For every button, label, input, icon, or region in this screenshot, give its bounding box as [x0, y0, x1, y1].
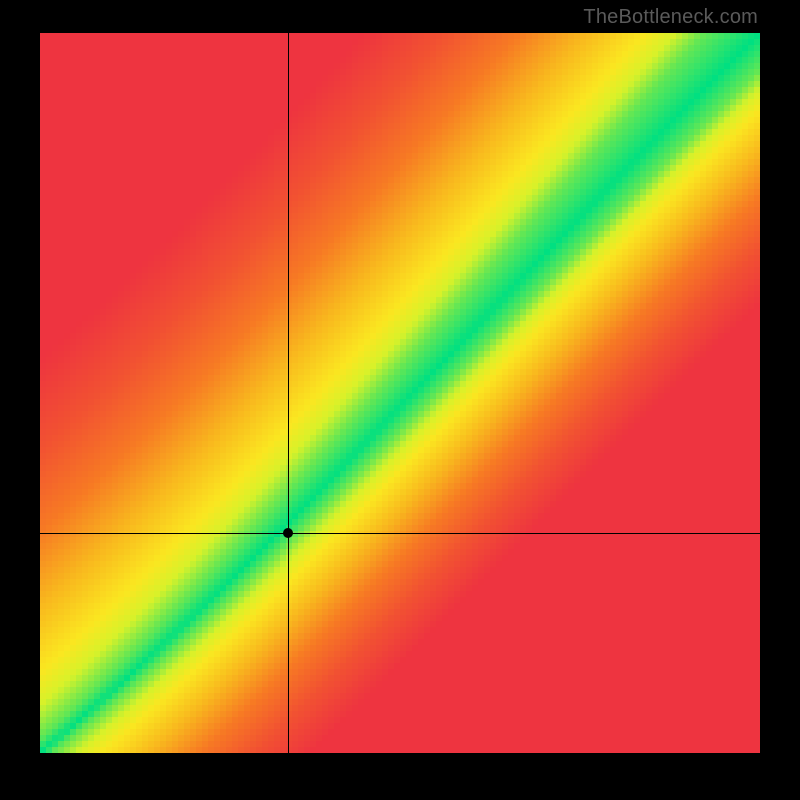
heatmap-canvas [40, 33, 760, 753]
crosshair-horizontal [40, 533, 760, 534]
heatmap-plot [40, 33, 760, 753]
watermark-text: TheBottleneck.com [583, 6, 758, 29]
crosshair-vertical [288, 33, 289, 753]
crosshair-marker [283, 528, 293, 538]
